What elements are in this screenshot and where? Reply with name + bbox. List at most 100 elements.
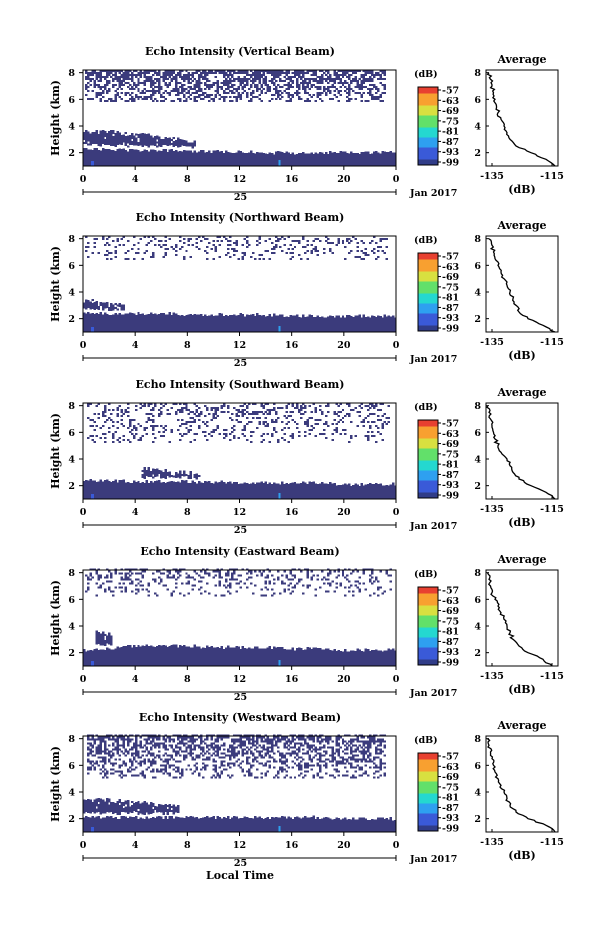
echo-cell [337,78,341,80]
panel-title: Echo Intensity (Vertical Beam) [145,45,335,58]
echo-cell [141,574,144,577]
echo-cell [105,90,109,92]
echo-cell [197,425,201,427]
echo-cell [348,413,351,415]
echo-cell [245,152,249,166]
echo-cell [108,140,111,143]
echo-cell [99,70,103,72]
echo-cell [108,750,111,753]
echo-cell [112,764,115,767]
echo-cell [101,90,105,92]
echo-cell [118,441,121,443]
echo-cell [289,649,293,666]
echo-cell [224,74,228,76]
echo-cell [158,150,161,166]
echo-cell [191,76,194,78]
echo-cell [339,584,343,587]
echo-cell [95,582,99,585]
echo-cell [199,72,203,74]
echo-cell [310,411,313,413]
echo-cell [110,143,113,146]
echo-cell [99,736,103,739]
echo-cell [268,570,272,573]
echo-cell [120,750,124,753]
echo-cell [91,754,94,757]
echo-cell [110,649,113,666]
echo-cell [224,82,228,84]
echo-cell [239,736,242,739]
echo-cell [206,96,209,98]
echo-cell [158,409,161,411]
echo-cell [229,236,232,238]
echo-cell [103,78,107,80]
echo-cell [385,484,389,499]
echo-cell [352,570,355,573]
echo-cell [149,98,153,100]
echo-cell [137,150,140,166]
echo-cell [229,96,232,98]
echo-cell [164,76,167,78]
echo-cell [279,78,282,80]
echo-cell [252,92,255,94]
echo-cell [164,758,167,761]
echo-cell [178,82,182,84]
echo-cell [89,799,92,802]
echo-cell [164,482,167,499]
echo-cell [322,86,326,88]
echo-cell [97,650,101,666]
echo-cell [91,305,94,308]
echo-cell [174,86,178,88]
echo-cell [201,72,205,74]
echo-cell [110,803,113,806]
echo-cell [254,70,257,72]
echo-cell [206,238,209,240]
echo-cell [166,151,169,166]
echo-cell [197,96,201,98]
echo-cell [87,817,90,832]
echo-cell [178,482,182,499]
echo-cell [350,82,353,84]
echo-cell [368,78,372,80]
echo-cell [366,316,370,332]
echo-cell [147,467,151,470]
echo-cell [183,474,186,477]
echo-cell [302,88,305,90]
echo-cell [114,72,117,74]
echo-cell [214,574,217,577]
echo-cell [226,754,230,757]
echo-cell [99,479,103,499]
echo-cell [304,153,307,166]
echo-cell [235,240,238,242]
echo-cell [183,88,186,90]
echo-cell [174,142,178,145]
echo-cell [235,419,238,421]
echo-cell [358,576,361,579]
echo-cell [210,431,213,433]
echo-cell [124,78,128,80]
colorbar-tick-label: -99 [442,491,460,502]
echo-cell [112,86,115,88]
echo-cell [218,236,222,238]
echo-cell [189,314,192,332]
echo-cell [222,90,226,92]
echo-cell [191,742,194,745]
echo-cell [197,151,201,166]
echo-cell [233,407,236,409]
profile-x-label: (dB) [508,683,535,696]
echo-cell [153,746,157,749]
echo-cell [214,764,217,767]
echo-cell [312,481,316,499]
echo-cell [168,576,172,579]
echo-cell [191,738,194,741]
echo-cell [91,809,94,812]
echo-cell [362,572,366,575]
echo-cell [370,431,374,433]
echo-cell [304,411,307,413]
echo-cell [105,479,109,499]
echo-cell [87,801,90,804]
echo-cell [112,142,115,145]
echo-cell [285,417,288,419]
echo-cell [229,74,232,76]
echo-cell [83,132,86,135]
echo-cell [145,644,149,666]
